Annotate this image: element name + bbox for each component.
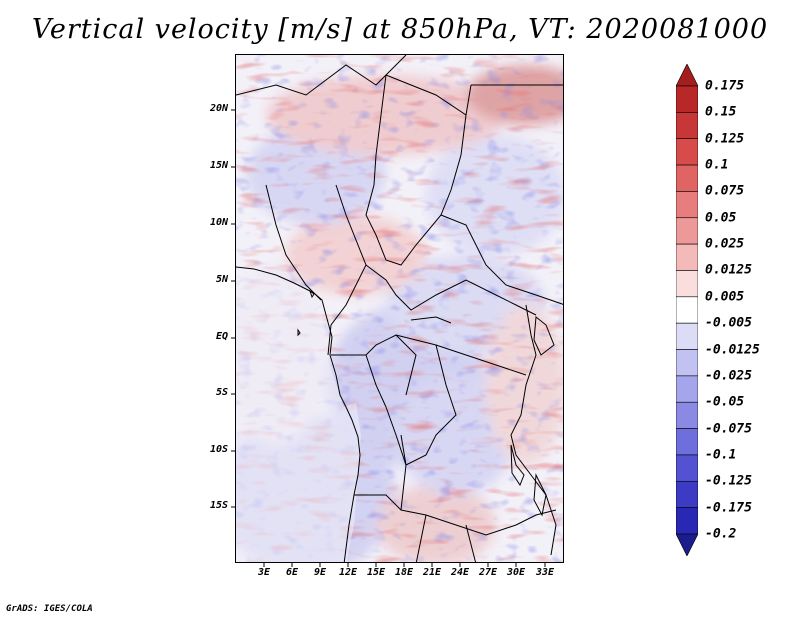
lon-label-6e: 6E [285, 567, 299, 578]
colorbar-label: 0.15 [705, 104, 737, 120]
colorbar-bin [676, 85, 698, 113]
colorbar-label: -0.05 [705, 394, 745, 410]
colorbar-label: -0.175 [705, 500, 752, 516]
plot-title: Vertical velocity [m/s] at 850hPa, VT: 2… [31, 14, 769, 45]
colorbar-label: -0.005 [705, 315, 752, 331]
colorbar-bin [676, 270, 698, 298]
colorbar-bin [676, 428, 698, 456]
colorbar-bin [676, 164, 698, 192]
lat-label-15n: 15N [209, 160, 228, 171]
lon-label-18e: 18E [394, 567, 414, 578]
colorbar-label: 0.05 [705, 210, 737, 226]
lat-label-5n: 5N [215, 274, 228, 285]
colorbar-top-arrow [676, 64, 698, 87]
colorbar-bin [676, 454, 698, 482]
lon-label-21e: 21E [422, 567, 442, 578]
vertical-velocity-map [236, 55, 563, 562]
colorbar-label: 0.005 [705, 289, 745, 305]
lat-label-10s: 10S [209, 444, 228, 455]
colorbar-label: 0.025 [705, 236, 745, 252]
lon-label-9e: 9E [313, 567, 327, 578]
colorbar-label: -0.025 [705, 368, 752, 384]
colorbar-label: -0.2 [705, 526, 737, 542]
lat-label-5s: 5S [215, 387, 228, 398]
colorbar-bin [676, 401, 698, 429]
lat-label-15s: 15S [209, 500, 228, 511]
lon-label-30e: 30E [506, 567, 526, 578]
colorbar-bin [676, 322, 698, 350]
colorbar [676, 64, 698, 556]
colorbar-bin [676, 138, 698, 166]
lat-label-20n: 20N [209, 103, 228, 114]
lon-label-27e: 27E [478, 567, 498, 578]
lon-label-33e: 33E [535, 567, 555, 578]
colorbar-label: 0.1 [705, 157, 729, 173]
lat-label-eq: EQ [215, 331, 228, 342]
colorbar-bin [676, 480, 698, 508]
colorbar-segments [676, 64, 698, 556]
colorbar-label: 0.075 [705, 183, 745, 199]
colorbar-label: -0.125 [705, 473, 752, 489]
colorbar-label: 0.125 [705, 131, 745, 147]
colorbar-bin [676, 507, 698, 535]
colorbar-bin [676, 191, 698, 219]
colorbar-bin [676, 296, 698, 324]
lon-label-3e: 3E [257, 567, 271, 578]
colorbar-bin [676, 112, 698, 140]
colorbar-label: -0.075 [705, 421, 752, 437]
colorbar-label: 0.175 [705, 78, 745, 94]
lat-label-10n: 10N [209, 217, 228, 228]
colorbar-label: -0.1 [705, 447, 737, 463]
colorbar-bin [676, 217, 698, 245]
colorbar-label: 0.0125 [705, 262, 752, 278]
coastlines-and-borders [236, 55, 563, 562]
lon-label-15e: 15E [366, 567, 386, 578]
colorbar-bottom-arrow [676, 533, 698, 556]
colorbar-bin [676, 349, 698, 377]
lon-label-24e: 24E [450, 567, 470, 578]
lon-label-12e: 12E [338, 567, 358, 578]
colorbar-bin [676, 375, 698, 403]
map-panel [235, 54, 564, 563]
colorbar-label: -0.0125 [705, 342, 760, 358]
grads-credit: GrADS: IGES/COLA [6, 604, 93, 614]
colorbar-bin [676, 243, 698, 271]
ocean-area [236, 270, 361, 562]
